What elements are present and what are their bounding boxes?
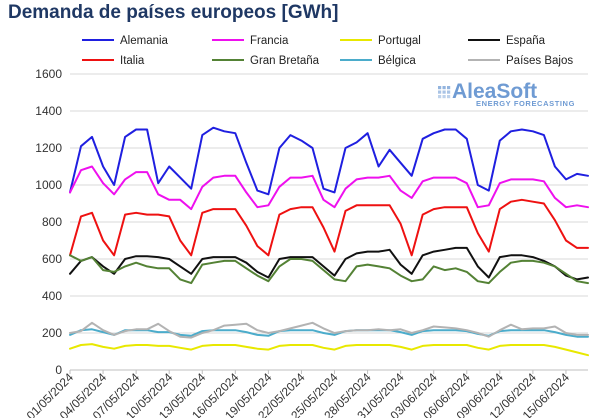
series-line-portugal (69, 343, 589, 357)
legend-label: Francia (250, 35, 289, 47)
legend-label: Italia (120, 55, 145, 67)
legend-item: Portugal (340, 35, 421, 47)
y-axis: 0 200 400 600 800 1000 1200 1400 1600 (35, 67, 62, 377)
series-line-gran-bretaña (69, 254, 589, 285)
y-tick-label: 200 (42, 326, 62, 340)
logo-dot (438, 90, 442, 94)
series-line-francia (69, 165, 589, 211)
y-tick-label: 800 (42, 215, 62, 229)
chart-title: Demanda de países europeos [GWh] (8, 2, 339, 23)
legend-item: España (468, 35, 546, 47)
logo-dot (438, 95, 442, 99)
legend-label: Portugal (378, 35, 421, 47)
legend-item: Gran Bretaña (212, 55, 320, 67)
legend-item: Francia (212, 35, 289, 47)
logo-dot (447, 86, 451, 90)
logo-name: AleaSoft (452, 80, 537, 103)
series-line-alemania (69, 126, 589, 196)
y-tick-label: 1400 (35, 104, 62, 118)
legend-label: Países Bajos (506, 55, 573, 67)
legend-label: Gran Bretaña (250, 55, 320, 67)
legend-item: Alemania (82, 35, 169, 47)
logo-dot (442, 86, 446, 90)
series-lines (69, 126, 589, 357)
x-axis: 01/05/202404/05/202407/05/202410/05/2024… (24, 370, 573, 418)
logo-dot (442, 90, 446, 94)
legend-item: Italia (82, 55, 145, 67)
y-tick-label: 1600 (35, 67, 62, 81)
logo-tagline: ENERGY FORECASTING (476, 99, 575, 108)
legend-label: España (506, 35, 546, 47)
y-tick-label: 600 (42, 252, 62, 266)
logo-dot (442, 95, 446, 99)
legend-label: Bélgica (378, 55, 416, 67)
series-line-países-bajos (69, 321, 589, 339)
legend-label: Alemania (120, 35, 169, 47)
y-tick-label: 1000 (35, 178, 62, 192)
series-line-españa (69, 246, 589, 281)
legend-item: Países Bajos (468, 55, 573, 67)
legend-item: Bélgica (340, 55, 416, 67)
series-line-italia (69, 198, 589, 257)
y-tick-label: 400 (42, 289, 62, 303)
logo-dot (438, 86, 442, 90)
logo-dot (447, 90, 451, 94)
series-line-bélgica (69, 328, 589, 338)
y-tick-label: 0 (55, 363, 62, 377)
logo-dot (447, 95, 451, 99)
legend: Alemania Francia Portugal España Italia Gran … (82, 35, 573, 67)
y-tick-label: 1200 (35, 141, 62, 155)
logo-dots-icon (438, 86, 451, 99)
